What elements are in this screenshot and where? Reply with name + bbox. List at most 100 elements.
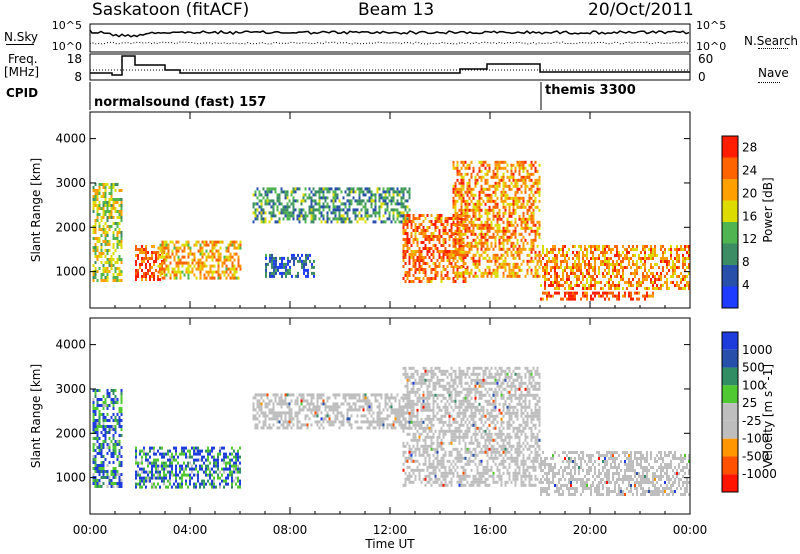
echo-cell [354, 402, 357, 406]
echo-cell [382, 190, 385, 194]
echo-cell [268, 211, 271, 215]
echo-cell [498, 262, 501, 266]
echo-cell [258, 193, 261, 197]
echo-cell [470, 217, 473, 221]
echo-cell [310, 399, 313, 403]
echo-cell [376, 211, 379, 215]
echo-cell [576, 269, 578, 272]
echo-cell [372, 208, 375, 212]
echo-cell [496, 202, 499, 206]
echo-cell [112, 201, 115, 204]
echo-cell [110, 210, 113, 213]
echo-cell [110, 195, 113, 198]
echo-cell [312, 408, 315, 412]
echo-cell [428, 220, 431, 223]
echo-cell [490, 235, 493, 239]
echo-cell [536, 226, 539, 230]
echo-cell [498, 229, 501, 233]
echo-cell [418, 462, 421, 466]
echo-cell [300, 408, 303, 412]
echo-cell [530, 166, 533, 170]
echo-cell [470, 190, 473, 194]
echo-cell [292, 199, 295, 203]
echo-cell [562, 272, 564, 275]
echo-cell [464, 217, 467, 221]
echo-cell [366, 217, 369, 221]
echo-cell [153, 452, 155, 456]
echo-cell [508, 220, 511, 224]
echo-cell [512, 208, 515, 212]
echo-cell [311, 262, 313, 266]
echo-cell [94, 449, 97, 452]
echo-cell [456, 190, 459, 194]
echo-cell [486, 259, 489, 263]
echo-cell [486, 187, 489, 191]
echo-cell [116, 419, 119, 422]
echo-cell [106, 234, 109, 237]
echo-cell [358, 393, 361, 397]
echo-cell [420, 259, 423, 262]
echo-cell [402, 202, 405, 206]
echo-cell [360, 399, 363, 403]
echo-cell [143, 476, 145, 480]
echo-cell [110, 267, 113, 270]
echo-cell [139, 473, 141, 477]
echo-cell [488, 229, 491, 233]
echo-cell [524, 205, 527, 209]
echo-cell [452, 190, 455, 194]
echo-cell [478, 169, 481, 173]
echo-cell [554, 263, 556, 266]
echo-cell [450, 229, 453, 232]
echo-cell [384, 220, 387, 224]
echo-cell [408, 271, 411, 274]
echo-cell [494, 229, 497, 233]
echo-cell [318, 426, 321, 430]
echo-cell [458, 253, 461, 256]
echo-cell [412, 366, 415, 370]
echo-cell [498, 241, 501, 245]
echo-cell [470, 193, 473, 197]
echo-cell [276, 199, 279, 203]
echo-cell [280, 414, 283, 418]
echo-cell [574, 245, 576, 248]
echo-cell [209, 276, 212, 280]
echo-cell [227, 273, 230, 277]
echo-cell [404, 396, 407, 400]
echo-cell [235, 470, 237, 474]
echo-cell [508, 214, 511, 218]
echo-cell [558, 248, 560, 251]
echo-cell [272, 205, 275, 209]
echo-cell [92, 198, 95, 201]
echo-cell [223, 446, 225, 450]
echo-cell [322, 208, 325, 212]
echo-cell [638, 297, 640, 301]
echo-cell [554, 248, 556, 251]
echo-cell [630, 291, 632, 295]
echo-cell [532, 193, 535, 197]
echo-cell [402, 196, 405, 200]
echo-cell [464, 211, 467, 215]
echo-cell [372, 417, 375, 421]
echo-cell [546, 263, 548, 266]
echo-cell [462, 262, 465, 266]
echo-cell [428, 381, 431, 385]
echo-cell [396, 208, 399, 212]
echo-cell [215, 461, 217, 465]
echo-cell [560, 260, 562, 263]
echo-cell [408, 405, 411, 409]
echo-cell [534, 250, 537, 254]
echo-cell [526, 217, 529, 221]
echo-cell [302, 393, 305, 397]
echo-cell [460, 166, 463, 170]
echo-cell [512, 247, 515, 251]
echo-cell [414, 423, 417, 427]
echo-cell [460, 250, 463, 254]
echo-cell [92, 473, 95, 476]
echo-cell [496, 229, 499, 233]
echo-cell [318, 420, 321, 424]
echo-cell [145, 257, 147, 260]
echo-cell [106, 464, 109, 467]
echo-cell [636, 287, 638, 290]
echo-cell [336, 187, 339, 191]
echo-cell [106, 485, 109, 488]
